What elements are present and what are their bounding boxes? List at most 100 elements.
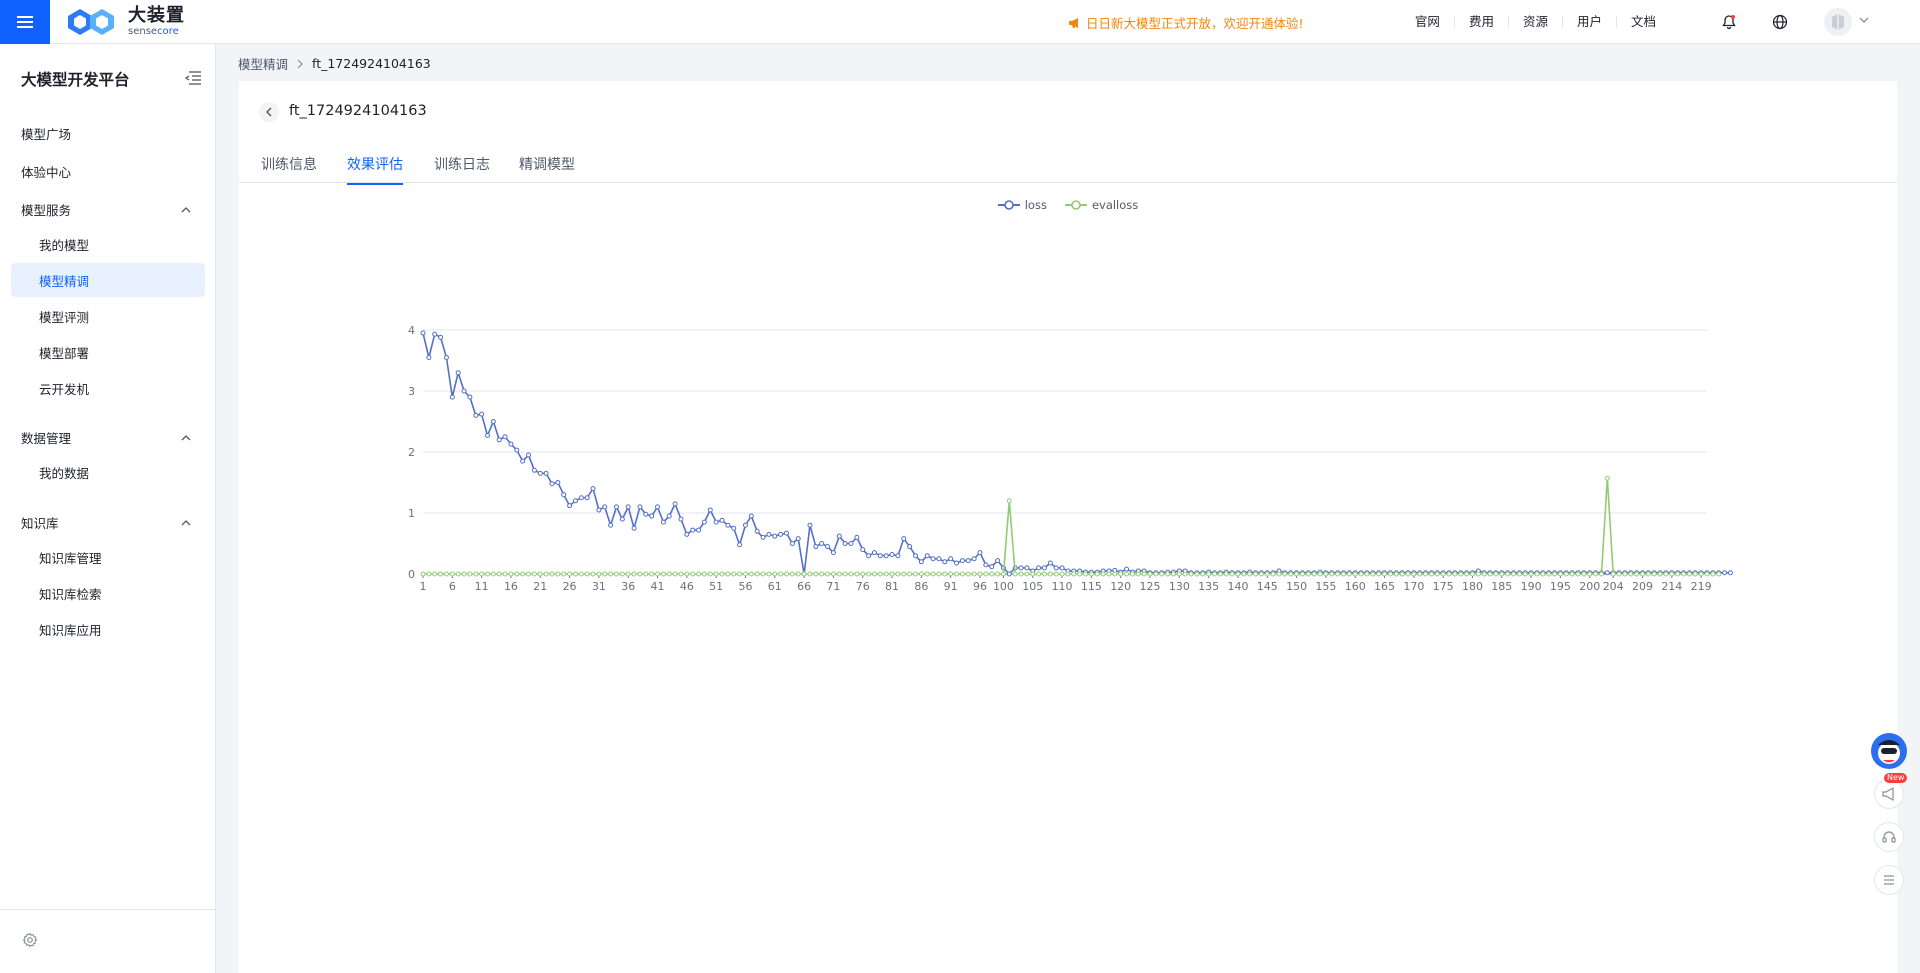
tab-training-log[interactable]: 训练日志 [434, 157, 490, 173]
customer-service-button[interactable] [1874, 822, 1904, 852]
data-point-evalloss [1000, 571, 1006, 577]
data-point-loss [977, 550, 983, 556]
sidebar-item-my-models[interactable]: 我的模型 [39, 237, 90, 253]
data-point-loss [983, 562, 989, 568]
gear-icon[interactable] [22, 932, 38, 952]
data-point-evalloss [1329, 571, 1335, 577]
data-point-loss [754, 528, 760, 534]
top-nav: 官网 费用 资源 用户 文档 [1401, 0, 1670, 44]
data-point-loss [426, 354, 432, 360]
data-point-evalloss [1153, 571, 1159, 577]
legend-item-evalloss[interactable]: evalloss [1064, 198, 1138, 212]
data-point-loss [1604, 570, 1610, 576]
legend-item-loss[interactable]: loss [997, 198, 1047, 212]
x-tick-label: 36 [621, 580, 635, 593]
sidebar-item-model-square[interactable]: 模型广场 [21, 127, 72, 142]
nav-billing[interactable]: 费用 [1455, 15, 1509, 28]
data-point-evalloss [514, 571, 520, 577]
sidebar-item-fine-tune[interactable]: 模型精调 [11, 263, 205, 297]
sidebar: 大模型开发平台 模型广场 体验中心 模型服务 我的模型 模型精调 模型评测 模型… [0, 44, 216, 973]
data-point-loss [526, 452, 532, 458]
sidebar-group-model-service[interactable]: 模型服务 [21, 200, 191, 219]
nav-docs[interactable]: 文档 [1630, 14, 1656, 29]
data-point-loss [930, 556, 936, 562]
sidebar-item-kb-search[interactable]: 知识库检索 [39, 586, 102, 602]
tab-evaluation[interactable]: 效果评估 [347, 154, 403, 185]
data-point-evalloss [666, 571, 672, 577]
data-point-evalloss [1663, 571, 1669, 577]
sidebar-item-model-deploy[interactable]: 模型部署 [39, 345, 90, 361]
sidebar-item-kb-manage[interactable]: 知识库管理 [39, 550, 102, 566]
sidebar-item-kb-app[interactable]: 知识库应用 [39, 622, 102, 638]
data-point-evalloss [918, 571, 924, 577]
logo[interactable]: 大装置 sensecore [66, 5, 185, 39]
data-point-evalloss [883, 571, 889, 577]
tab-bar: 训练信息 效果评估 训练日志 精调模型 [239, 151, 1897, 185]
data-point-evalloss [1135, 571, 1141, 577]
x-tick-label: 41 [651, 580, 665, 593]
assistant-robot-icon[interactable] [1871, 733, 1907, 769]
data-point-evalloss [1077, 571, 1083, 577]
sidebar-item-my-data[interactable]: 我的数据 [39, 465, 90, 481]
collapse-sidebar-icon[interactable] [184, 70, 202, 90]
data-point-evalloss [1235, 571, 1241, 577]
announcement-banner[interactable]: 日日新大模型正式开放，欢迎开通体验! [1068, 13, 1304, 32]
sidebar-item-model-eval[interactable]: 模型评测 [39, 309, 90, 325]
data-point-loss [484, 433, 490, 439]
data-point-evalloss [1616, 571, 1622, 577]
x-tick-label: 76 [856, 580, 870, 593]
data-point-evalloss [1018, 571, 1024, 577]
data-point-evalloss [1335, 571, 1341, 577]
tab-fine-tuned-model[interactable]: 精调模型 [519, 157, 575, 173]
x-tick-label: 214 [1661, 580, 1682, 593]
data-point-evalloss [1247, 571, 1253, 577]
data-point-evalloss [1628, 571, 1634, 577]
tab-training-info[interactable]: 训练信息 [261, 157, 317, 173]
data-point-evalloss [502, 571, 508, 577]
data-point-evalloss [426, 571, 432, 577]
globe-icon[interactable] [1770, 12, 1790, 32]
data-point-evalloss [1094, 571, 1100, 577]
announcement-float-button[interactable] [1874, 779, 1904, 809]
data-point-evalloss [1194, 571, 1200, 577]
avatar[interactable] [1824, 8, 1852, 36]
data-point-evalloss [696, 571, 702, 577]
data-point-loss [789, 541, 795, 546]
data-point-loss [1041, 565, 1047, 571]
breadcrumb-parent[interactable]: 模型精调 [238, 57, 289, 72]
sidebar-item-experience-center[interactable]: 体验中心 [21, 165, 72, 180]
data-point-evalloss [1165, 571, 1171, 577]
data-point-loss [549, 481, 555, 487]
back-button[interactable] [259, 102, 279, 122]
nav-users[interactable]: 用户 [1563, 15, 1617, 28]
sidebar-group-knowledge-base[interactable]: 知识库 [21, 513, 191, 532]
data-point-evalloss [1059, 571, 1065, 577]
data-point-evalloss [449, 571, 455, 577]
data-point-loss [479, 411, 485, 417]
menu-float-button[interactable] [1874, 865, 1904, 895]
data-point-loss [578, 495, 584, 501]
data-point-evalloss [912, 571, 918, 577]
menu-button[interactable] [0, 0, 50, 44]
nav-resources[interactable]: 资源 [1509, 15, 1563, 28]
list-icon [1884, 875, 1894, 885]
data-point-evalloss [842, 571, 848, 577]
x-tick-label: 6 [449, 580, 456, 593]
chevron-down-icon[interactable] [1858, 14, 1870, 30]
data-point-evalloss [479, 571, 485, 577]
data-point-evalloss [1387, 571, 1393, 577]
data-point-evalloss [690, 571, 696, 577]
nav-official-site[interactable]: 官网 [1401, 15, 1455, 28]
data-point-evalloss [1446, 571, 1452, 577]
logo-subtitle: sensecore [128, 26, 179, 37]
sidebar-group-data-management[interactable]: 数据管理 [21, 428, 191, 447]
series-line-loss [422, 332, 1731, 575]
data-point-loss [432, 331, 438, 337]
data-point-evalloss [1118, 571, 1124, 577]
data-point-evalloss [866, 571, 872, 577]
bell-icon[interactable] [1719, 12, 1739, 32]
data-point-loss [643, 511, 649, 517]
data-point-evalloss [461, 571, 467, 577]
sidebar-item-cloud-dev[interactable]: 云开发机 [39, 381, 90, 397]
data-point-evalloss [766, 571, 772, 577]
